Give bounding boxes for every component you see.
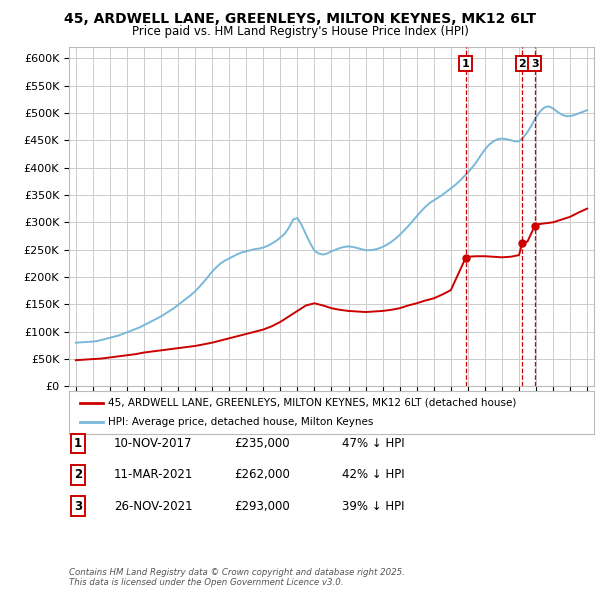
Text: 1: 1 [74,437,82,450]
Text: Contains HM Land Registry data © Crown copyright and database right 2025.
This d: Contains HM Land Registry data © Crown c… [69,568,405,587]
Text: 3: 3 [74,500,82,513]
Text: 45, ARDWELL LANE, GREENLEYS, MILTON KEYNES, MK12 6LT (detached house): 45, ARDWELL LANE, GREENLEYS, MILTON KEYN… [109,398,517,408]
Text: 47% ↓ HPI: 47% ↓ HPI [342,437,404,450]
Text: 2: 2 [518,58,526,68]
Text: HPI: Average price, detached house, Milton Keynes: HPI: Average price, detached house, Milt… [109,417,374,427]
Text: 11-MAR-2021: 11-MAR-2021 [114,468,193,481]
Text: 10-NOV-2017: 10-NOV-2017 [114,437,193,450]
Text: 1: 1 [462,58,470,68]
Text: 26-NOV-2021: 26-NOV-2021 [114,500,193,513]
Text: £293,000: £293,000 [234,500,290,513]
Text: £262,000: £262,000 [234,468,290,481]
Text: 45, ARDWELL LANE, GREENLEYS, MILTON KEYNES, MK12 6LT: 45, ARDWELL LANE, GREENLEYS, MILTON KEYN… [64,12,536,26]
Text: Price paid vs. HM Land Registry's House Price Index (HPI): Price paid vs. HM Land Registry's House … [131,25,469,38]
Text: £235,000: £235,000 [234,437,290,450]
Text: 2: 2 [74,468,82,481]
Text: 39% ↓ HPI: 39% ↓ HPI [342,500,404,513]
Text: 42% ↓ HPI: 42% ↓ HPI [342,468,404,481]
Text: 3: 3 [531,58,538,68]
